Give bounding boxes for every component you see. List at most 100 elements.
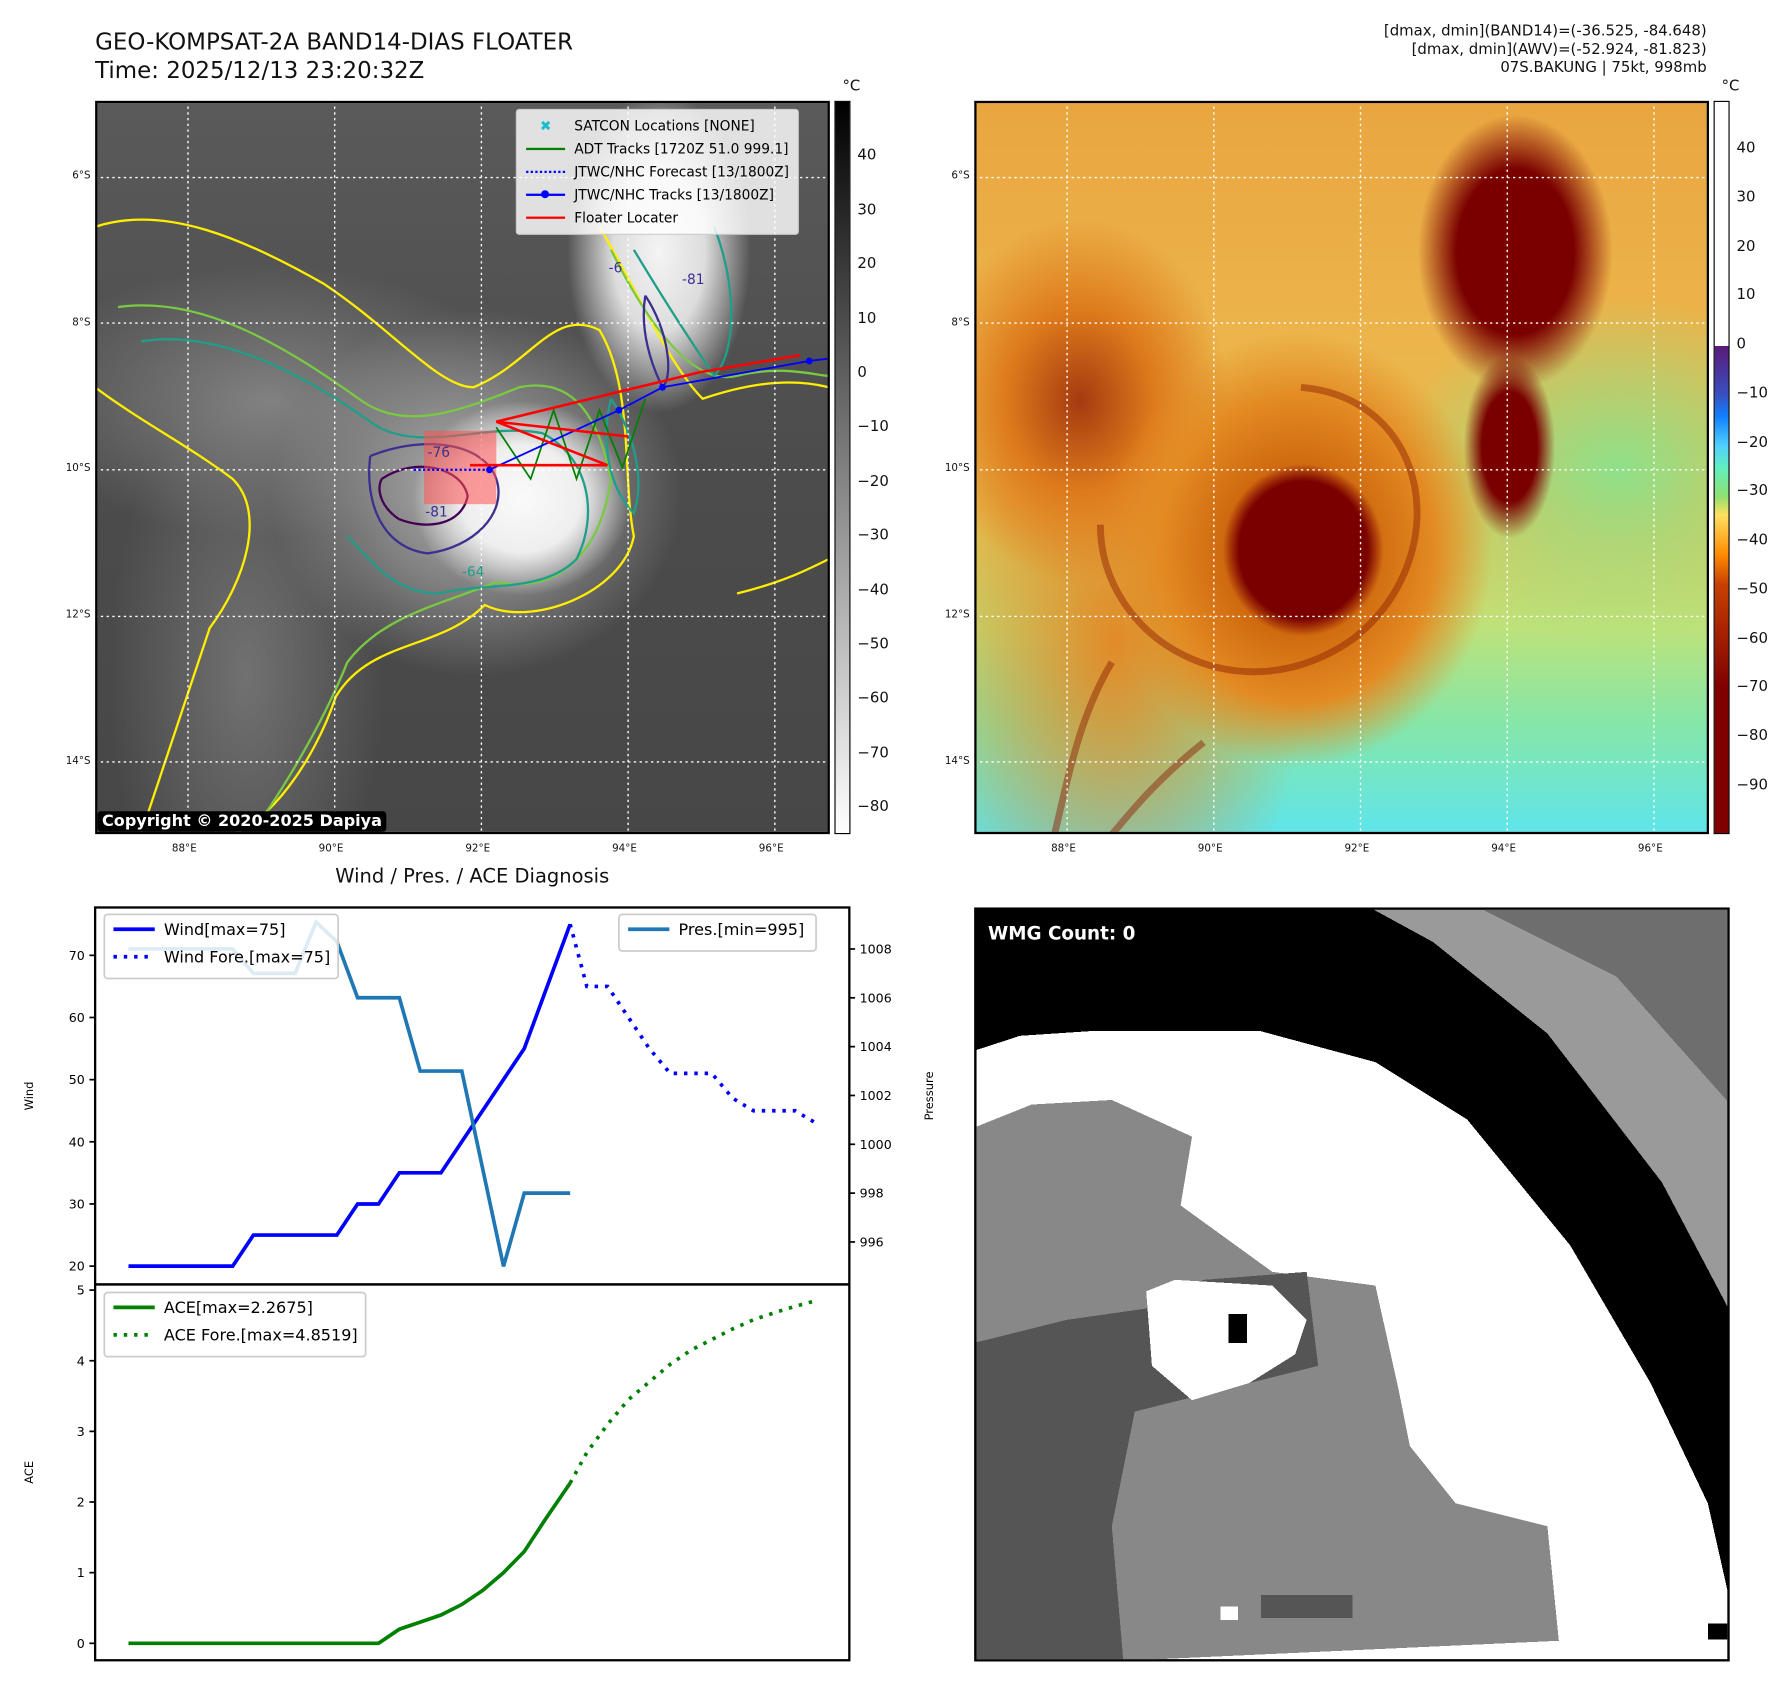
lon-tick-label: 88°E [171, 843, 197, 855]
y2-tick-label: 998 [860, 1186, 884, 1201]
wmg-light-gray-band [1373, 909, 1728, 1307]
legend-label: Wind[max=75] [164, 920, 286, 939]
lat-tick-label: 12°S [65, 609, 91, 622]
contour-green [117, 304, 613, 812]
left-colorbar-tick: −10 [857, 418, 889, 436]
lon-tick-label: 90°E [1197, 843, 1223, 855]
left-colorbar-tick: −40 [857, 581, 889, 599]
y2-tick-label: 1004 [860, 1039, 892, 1054]
left-colorbar-tick: −80 [857, 798, 889, 817]
legend-label: JTWC/NHC Tracks [13/1800Z] [574, 186, 774, 203]
y-tick-label: 40 [69, 1134, 85, 1149]
figure-time: Time: 2025/12/13 23:20:32Z [95, 56, 425, 84]
left-colorbar-tick: 30 [857, 201, 877, 219]
lon-tick-label: 90°E [318, 843, 344, 855]
legend-satcon: ✖ SATCON Locations [NONE] [526, 115, 789, 138]
right-colorbar [1713, 100, 1730, 835]
lat-tick-label: 12°S [944, 609, 970, 622]
figure-title: GEO-KOMPSAT-2A BAND14-DIAS FLOATER [95, 27, 574, 55]
map-legend: ✖ SATCON Locations [NONE] ADT Tracks [172… [515, 108, 800, 235]
right-colorbar-tick: 30 [1736, 188, 1756, 207]
contour-label: -64 [462, 564, 484, 580]
contour-yellow [736, 558, 828, 595]
contour-teal [605, 398, 640, 516]
info-storm: 07S.BAKUNG | 75kt, 998mb [1500, 59, 1707, 77]
legend-label: SATCON Locations [NONE] [574, 118, 755, 135]
wmg-mid-gray-region [976, 1099, 1559, 1660]
legend-label: Pres.[min=995] [679, 920, 805, 939]
wmg-gray-band [1483, 909, 1728, 1101]
series-line-ace-fore- [568, 1298, 817, 1485]
y2-tick-label: 996 [860, 1235, 884, 1250]
awv-color-map [974, 100, 1709, 835]
left-colorbar-tick: −60 [857, 690, 889, 708]
legend-label: ADT Tracks [1720Z 51.0 999.1] [574, 140, 789, 157]
right-colorbar-tick: 20 [1736, 237, 1756, 256]
lat-tick-label: 10°S [944, 463, 970, 475]
y2-axis-label: Pressure [922, 1072, 936, 1121]
map-gridlines [976, 103, 1707, 832]
legend-adt: ADT Tracks [1720Z 51.0 999.1] [526, 137, 789, 160]
right-colorbar-tick: −10 [1736, 384, 1768, 403]
line-swatch-icon [526, 147, 566, 151]
y2-tick-label: 1008 [860, 942, 892, 957]
wmg-image [976, 909, 1728, 1660]
legend-label: ACE[max=2.2675] [164, 1298, 313, 1317]
legend-floater: Floater Locater [526, 206, 789, 229]
dotted-swatch-icon [526, 170, 566, 174]
copyright-label: Copyright © 2020-2025 Dapiya [97, 811, 387, 832]
chart-legend [103, 1291, 367, 1358]
lat-tick-label: 10°S [65, 463, 91, 475]
floater-box [424, 430, 497, 505]
y2-tick-label: 1000 [860, 1137, 892, 1152]
lon-tick-label: 92°E [1344, 843, 1370, 855]
lon-tick-label: 96°E [758, 843, 784, 855]
contour-yellow [598, 226, 828, 401]
right-colorbar-tick: −20 [1736, 433, 1768, 452]
y-tick-label: 5 [77, 1283, 85, 1298]
left-colorbar-tick: 0 [857, 364, 867, 382]
y2-tick-label: 1002 [860, 1088, 892, 1103]
y-tick-label: 0 [77, 1636, 85, 1651]
line-dot-swatch-icon [526, 190, 566, 199]
contour-label: -6 [609, 261, 623, 277]
left-colorbar [834, 100, 851, 835]
contour-label: -76 [428, 445, 450, 461]
right-colorbar-tick: −40 [1736, 531, 1768, 550]
contour-teal [632, 226, 733, 378]
spiral-bands [1051, 383, 1421, 832]
lat-tick-label: 14°S [65, 755, 91, 768]
adt-track [495, 398, 647, 482]
info-band14: [dmax, dmin](BAND14)=(-36.525, -84.648) [1383, 22, 1707, 41]
chart-legend [103, 913, 339, 980]
right-colorbar-tick: 0 [1736, 335, 1746, 354]
left-colorbar-tick: −70 [857, 744, 889, 762]
right-colorbar-tick: −70 [1736, 678, 1768, 697]
contour-teal [140, 338, 590, 595]
lon-tick-label: 96°E [1637, 843, 1663, 855]
y-tick-label: 2 [77, 1495, 85, 1510]
wmg-eye-white [1146, 1279, 1307, 1401]
y2-tick-label: 1006 [860, 990, 892, 1005]
lat-tick-label: 8°S [951, 317, 970, 329]
ace-chart: 0 1 2 3 4 5 ACE ACE[max=2.2675] ACE Fore.[max=4.… [22, 1283, 851, 1662]
legend-label: Wind Fore.[max=75] [164, 947, 330, 966]
diagnosis-title: Wind / Pres. / ACE Diagnosis [335, 865, 610, 888]
right-map-overlay [976, 103, 1707, 832]
wmg-eye-black [1228, 1314, 1248, 1343]
left-colorbar-tick: 10 [857, 309, 877, 328]
series-line-wind-fore- [568, 923, 817, 1125]
lat-tick-label: 6°S [72, 170, 91, 183]
floater-locater-line [469, 353, 801, 467]
y-axis-label: Wind [22, 1082, 36, 1111]
contour-label: -81 [682, 272, 704, 288]
contour-navy [642, 294, 670, 390]
chart-legend [618, 913, 817, 952]
y-tick-label: 30 [69, 1197, 85, 1212]
y-tick-label: 1 [77, 1565, 85, 1580]
y-tick-label: 70 [69, 948, 85, 963]
legend-label: JTWC/NHC Forecast [13/1800Z] [574, 163, 790, 180]
right-colorbar-tick: −80 [1736, 727, 1768, 746]
y-tick-label: 60 [69, 1010, 85, 1025]
